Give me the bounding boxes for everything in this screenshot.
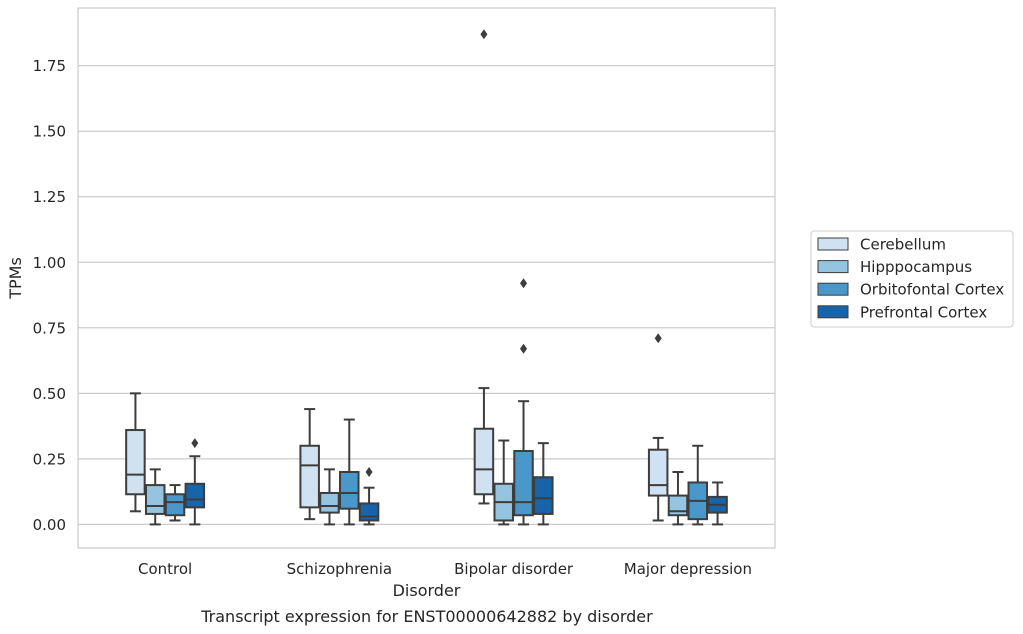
y-tick-label: 0.50 [33,385,66,403]
box-plot [125,392,146,513]
plot-frame [77,7,776,549]
box-plot [339,418,360,526]
series-orbitofontal-cortex [164,278,709,526]
legend-label: Hipppocampus [860,258,972,276]
box-iqr [339,470,360,510]
box-plot [667,470,689,526]
x-tick-label: Major depression [624,560,752,578]
legend-label: Cerebellum [860,236,946,254]
y-tick-label: 1.25 [33,188,66,206]
box-iqr [513,450,534,517]
series-hipppocampus [144,439,689,526]
outlier-point [480,29,488,40]
box-plot [164,484,186,522]
box-iqr [164,493,186,517]
legend-frame [810,230,1014,328]
y-axis-label: TPMs [6,257,25,300]
outlier-point [191,438,199,449]
legend-swatch [817,305,849,319]
legend-label: Prefrontal Cortex [860,303,987,321]
outlier-point [520,343,528,354]
box-groups [125,29,728,526]
box-iqr [299,444,320,509]
y-tick-label: 0.25 [33,450,66,468]
box-plot [144,468,166,526]
legend: Cerebellum Hipppocampus Orbitofontal Corte… [810,230,1014,328]
legend-swatch [817,282,849,296]
series-prefrontal-cortex [184,438,728,526]
x-tick-label: Control [138,560,192,578]
box-plot [533,442,554,526]
legend-label: Orbitofontal Cortex [860,281,1004,299]
y-tick-label: 1.50 [33,123,66,141]
box-iqr [358,502,380,522]
box-iqr [533,476,554,515]
box-plot [299,408,320,521]
outlier-point [654,333,662,344]
x-axis-label: Disorder [393,581,461,600]
series-cerebellum [125,29,669,522]
x-tick-label: Schizophrenia [287,560,392,578]
outlier-point [365,466,373,477]
gridlines [78,65,775,526]
y-tick-label: 0.00 [33,516,66,534]
y-tick-label: 1.00 [33,254,66,272]
box-plot [319,468,340,526]
y-axis-ticks: 0.00 0.25 0.50 0.75 1.00 1.25 1.50 1.75 [33,57,66,534]
box-iqr [144,484,166,515]
legend-swatch [817,237,849,251]
box-iqr [184,482,206,509]
figure-caption: Transcript expression for ENST0000064288… [200,607,653,626]
box-plot [358,466,380,526]
box-iqr [473,427,495,496]
outlier-point [520,278,528,289]
box-plot [473,29,495,505]
box-plot [184,438,206,526]
box-iqr [319,491,340,514]
box-plot [647,333,669,522]
y-tick-label: 1.75 [33,57,66,75]
box-plot [493,439,514,526]
x-tick-label: Bipolar disorder [454,560,574,578]
box-iqr [125,429,146,496]
box-iqr [647,448,669,497]
box-plot [707,481,728,526]
y-tick-label: 0.75 [33,319,66,337]
box-plot [513,278,534,526]
box-plot [687,444,709,526]
legend-swatch [817,260,849,274]
x-axis-ticks: Control Schizophrenia Bipolar disorder Majo… [138,560,752,578]
